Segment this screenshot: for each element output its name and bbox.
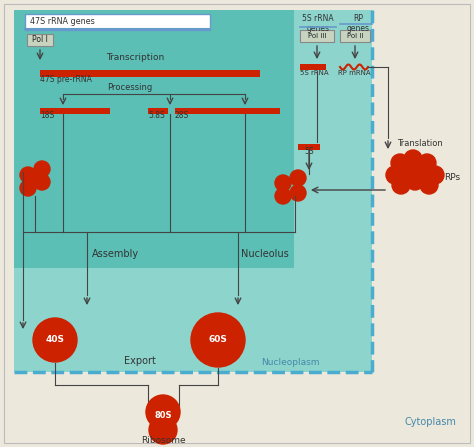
Text: 5S rRNA: 5S rRNA bbox=[300, 70, 328, 76]
Text: 18S: 18S bbox=[40, 111, 54, 120]
Circle shape bbox=[146, 395, 180, 429]
Text: Export: Export bbox=[124, 356, 156, 366]
Text: Nucleolus: Nucleolus bbox=[241, 249, 289, 259]
Circle shape bbox=[290, 185, 306, 201]
Bar bbox=[294, 10, 372, 268]
Circle shape bbox=[418, 154, 436, 172]
Text: 47S pre-rRNA: 47S pre-rRNA bbox=[40, 75, 92, 84]
Text: Processing: Processing bbox=[108, 84, 153, 93]
Circle shape bbox=[20, 180, 36, 196]
Bar bbox=[25, 14, 210, 30]
Bar bbox=[298, 144, 320, 150]
Text: 80S: 80S bbox=[154, 412, 172, 421]
Text: 40S: 40S bbox=[46, 336, 64, 345]
Text: Cytoplasm: Cytoplasm bbox=[404, 417, 456, 427]
Circle shape bbox=[275, 188, 291, 204]
Text: 60S: 60S bbox=[209, 336, 228, 345]
Circle shape bbox=[290, 170, 306, 186]
Circle shape bbox=[34, 161, 50, 177]
Text: RPs: RPs bbox=[444, 173, 460, 181]
Circle shape bbox=[149, 416, 177, 444]
Bar bbox=[300, 30, 334, 42]
Bar bbox=[300, 64, 326, 70]
Bar bbox=[14, 372, 470, 443]
Text: 5S: 5S bbox=[304, 147, 314, 156]
Text: Pol III: Pol III bbox=[308, 33, 326, 39]
Bar bbox=[372, 10, 470, 372]
Circle shape bbox=[275, 175, 291, 191]
Circle shape bbox=[20, 167, 36, 183]
Circle shape bbox=[34, 174, 50, 190]
Bar bbox=[27, 34, 53, 46]
Text: Pol II: Pol II bbox=[347, 33, 363, 39]
Bar bbox=[40, 70, 260, 77]
Text: Ribosome: Ribosome bbox=[141, 436, 185, 445]
Text: Pol I: Pol I bbox=[32, 35, 48, 45]
Text: 5S rRNA
genes: 5S rRNA genes bbox=[302, 14, 334, 34]
Circle shape bbox=[33, 318, 77, 362]
Text: 5.8S: 5.8S bbox=[148, 111, 165, 120]
Text: Nucleoplasm: Nucleoplasm bbox=[261, 358, 319, 367]
Bar bbox=[14, 10, 294, 268]
Circle shape bbox=[399, 162, 417, 180]
Circle shape bbox=[420, 176, 438, 194]
Circle shape bbox=[406, 172, 424, 190]
Text: Translation: Translation bbox=[397, 139, 443, 148]
Text: 47S rRNA genes: 47S rRNA genes bbox=[30, 17, 95, 26]
Text: RP
genes: RP genes bbox=[346, 14, 370, 34]
Text: Transcription: Transcription bbox=[106, 54, 164, 63]
Text: RP mRNA: RP mRNA bbox=[338, 70, 371, 76]
Circle shape bbox=[426, 166, 444, 184]
Bar bbox=[40, 108, 110, 114]
Bar bbox=[175, 108, 280, 114]
Circle shape bbox=[392, 176, 410, 194]
Circle shape bbox=[386, 166, 404, 184]
Bar bbox=[148, 108, 168, 114]
Circle shape bbox=[391, 154, 409, 172]
Bar bbox=[340, 30, 370, 42]
Circle shape bbox=[404, 150, 422, 168]
Text: Assembly: Assembly bbox=[91, 249, 138, 259]
Bar bbox=[14, 10, 372, 372]
Circle shape bbox=[191, 313, 245, 367]
Text: 28S: 28S bbox=[175, 111, 189, 120]
Circle shape bbox=[413, 162, 431, 180]
